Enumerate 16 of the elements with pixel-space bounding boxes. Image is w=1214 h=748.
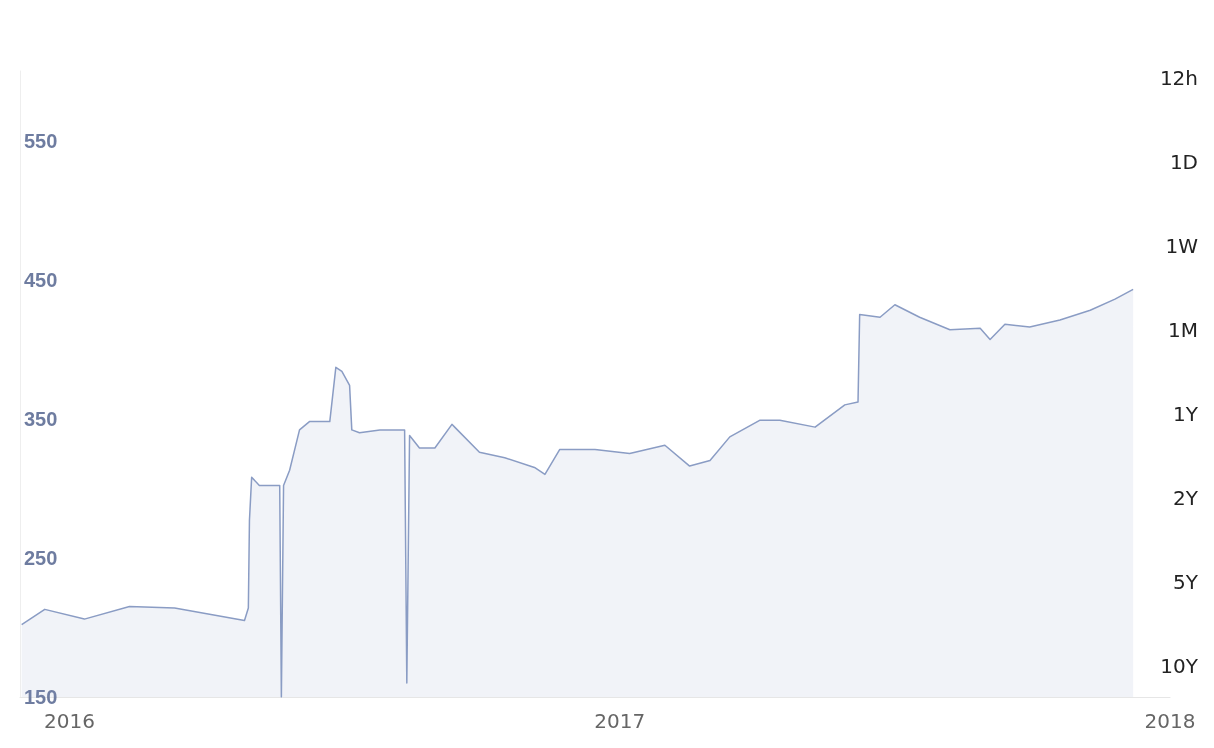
annotation: 1D	[1169, 150, 1198, 174]
y-tick-label: 350	[24, 407, 58, 430]
annotation: 12h	[1159, 66, 1198, 90]
text: 2Y	[1173, 486, 1199, 510]
y-tick-label: 450	[24, 268, 58, 291]
annotation: 1W	[1165, 234, 1199, 258]
text: 5Y	[1173, 570, 1199, 594]
y-tick-label: 250	[24, 546, 58, 569]
x-tick-label: 2016	[44, 709, 95, 733]
text: 1Y	[1173, 402, 1199, 426]
x-tick-label: 2017	[594, 709, 646, 733]
y-tick-label: 150	[24, 686, 58, 708]
annotation: 1M	[1168, 318, 1198, 342]
y-tick-label: 550	[24, 129, 58, 152]
x-tick-label: 2018	[1144, 709, 1196, 733]
annotation: 10Y	[1160, 654, 1199, 678]
